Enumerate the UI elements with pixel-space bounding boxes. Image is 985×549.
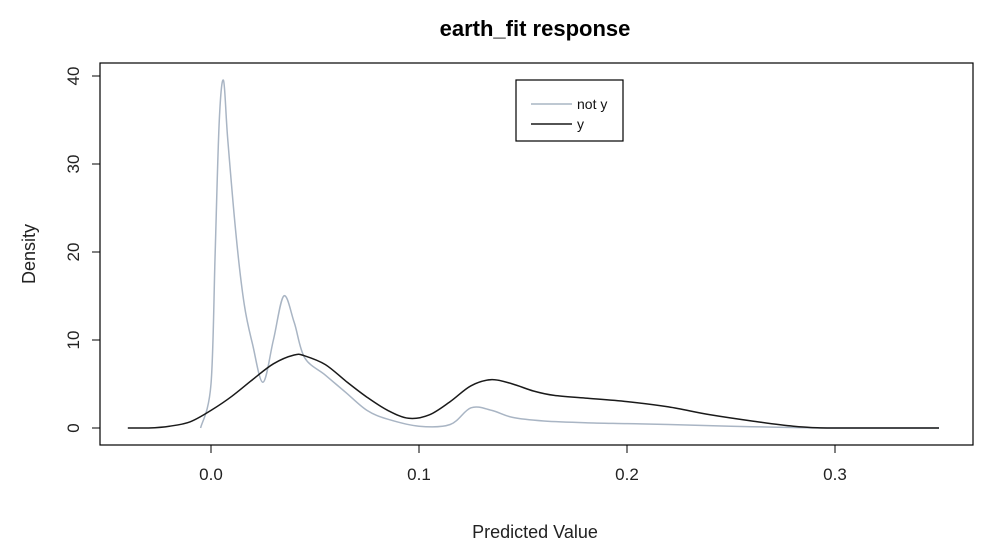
legend-label-y: y (577, 116, 584, 132)
legend-box (515, 79, 624, 142)
y-axis: 0 10 20 30 40 (64, 67, 101, 433)
y-tick-label: 10 (64, 331, 83, 350)
x-tick-label: 0.0 (199, 465, 223, 484)
chart-title: earth_fit response (440, 16, 631, 41)
y-axis-label: Density (19, 224, 39, 284)
x-tick-label: 0.2 (615, 465, 639, 484)
x-tick-label: 0.1 (407, 465, 431, 484)
x-tick-label: 0.3 (823, 465, 847, 484)
y-tick-label: 0 (64, 423, 83, 432)
y-tick-label: 20 (64, 243, 83, 262)
x-axis: 0.0 0.1 0.2 0.3 (199, 444, 847, 484)
legend-label-not-y: not y (577, 96, 607, 112)
series-lines (127, 79, 939, 429)
y-tick-label: 30 (64, 155, 83, 174)
series-line-y (127, 353, 939, 429)
y-tick-label: 40 (64, 67, 83, 86)
series-line-not-y (199, 79, 939, 429)
legend: not y y (515, 79, 624, 142)
x-axis-label: Predicted Value (472, 522, 598, 542)
